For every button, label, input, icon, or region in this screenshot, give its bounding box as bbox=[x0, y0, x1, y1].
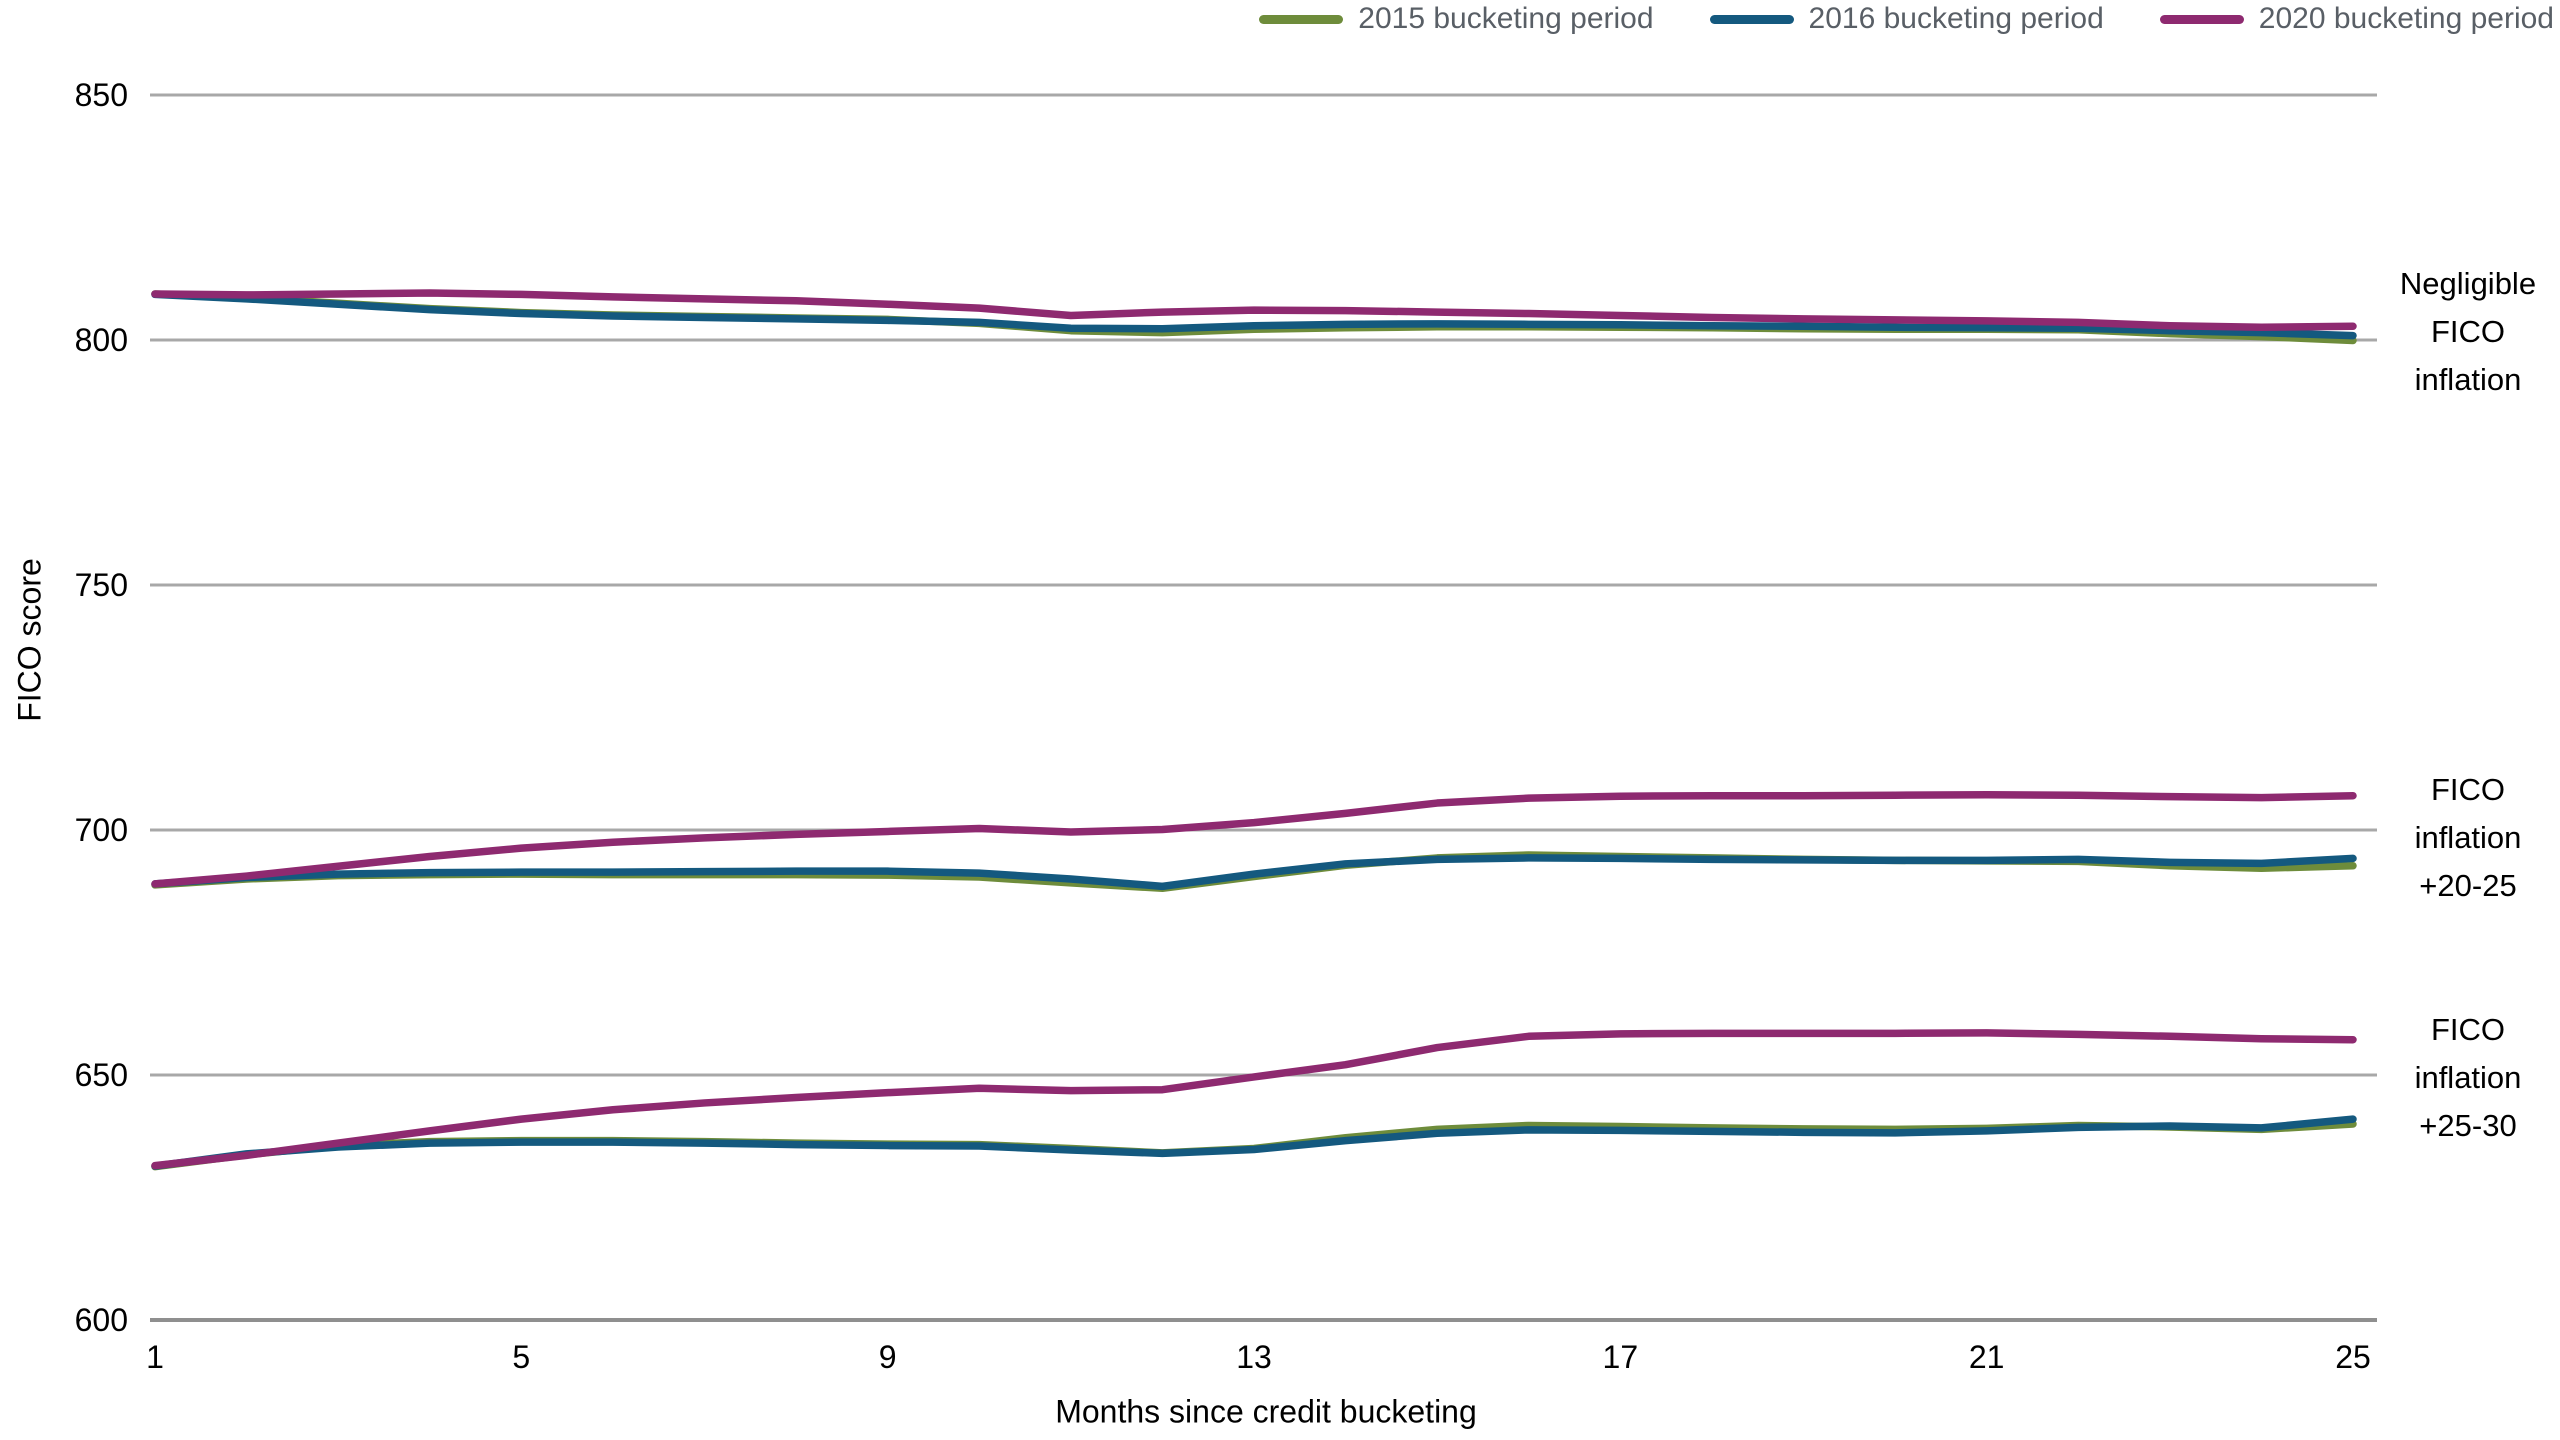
annotation-fico-inflation-20-25: FICO inflation +20-25 bbox=[2414, 772, 2522, 903]
legend-label-2016: 2016 bucketing period bbox=[1808, 2, 2104, 35]
x-tick-1: 1 bbox=[146, 1339, 164, 1375]
chart-legend: 2015 bucketing period 2016 bucketing per… bbox=[1259, 2, 2554, 36]
y-axis-title: FICO score bbox=[11, 558, 48, 722]
series-line-2 bbox=[151, 289, 2357, 332]
series-line-4 bbox=[151, 854, 2357, 891]
x-tick-17: 17 bbox=[1603, 1339, 1639, 1375]
series-line-1 bbox=[151, 290, 2357, 340]
legend-line-swatch-2015 bbox=[1259, 14, 1344, 24]
y-tick-850: 850 bbox=[75, 77, 128, 113]
y-tick-800: 800 bbox=[75, 322, 128, 358]
legend-label-2015: 2015 bucketing period bbox=[1358, 2, 1654, 35]
y-tick-750: 750 bbox=[75, 567, 128, 603]
gridlines bbox=[150, 93, 2377, 1322]
x-tick-25: 25 bbox=[2335, 1339, 2371, 1375]
x-tick-13: 13 bbox=[1236, 1339, 1272, 1375]
series-line-8 bbox=[151, 1029, 2357, 1170]
x-tick-21: 21 bbox=[1969, 1339, 2005, 1375]
x-tick-5: 5 bbox=[512, 1339, 530, 1375]
legend-label-2020: 2020 bucketing period bbox=[2258, 2, 2554, 35]
x-tick-9: 9 bbox=[879, 1339, 897, 1375]
y-tick-600: 600 bbox=[75, 1302, 128, 1338]
y-tick-650: 650 bbox=[75, 1057, 128, 1093]
annotation-negligible-fico-inflation: Negligible FICO inflation bbox=[2399, 266, 2537, 397]
series-line-0 bbox=[151, 290, 2357, 345]
legend-item-2020: 2020 bucketing period bbox=[2159, 2, 2554, 36]
series-lines bbox=[151, 289, 2357, 1171]
axis-tick-labels: 600 650 700 750 800 850 1 5 9 13 17 21 25 bbox=[75, 77, 2371, 1375]
legend-line-swatch-2020 bbox=[2159, 14, 2244, 24]
legend-item-2016: 2016 bucketing period bbox=[1709, 2, 2104, 36]
legend-line-swatch-2016 bbox=[1709, 14, 1794, 24]
series-line-5 bbox=[151, 790, 2357, 888]
annotation-fico-inflation-25-30: FICO inflation +25-30 bbox=[2414, 1012, 2522, 1143]
legend-item-2015: 2015 bucketing period bbox=[1259, 2, 1654, 36]
x-axis-title: Months since credit bucketing bbox=[1055, 1393, 1477, 1430]
y-tick-700: 700 bbox=[75, 812, 128, 848]
series-line-7 bbox=[151, 1115, 2357, 1170]
